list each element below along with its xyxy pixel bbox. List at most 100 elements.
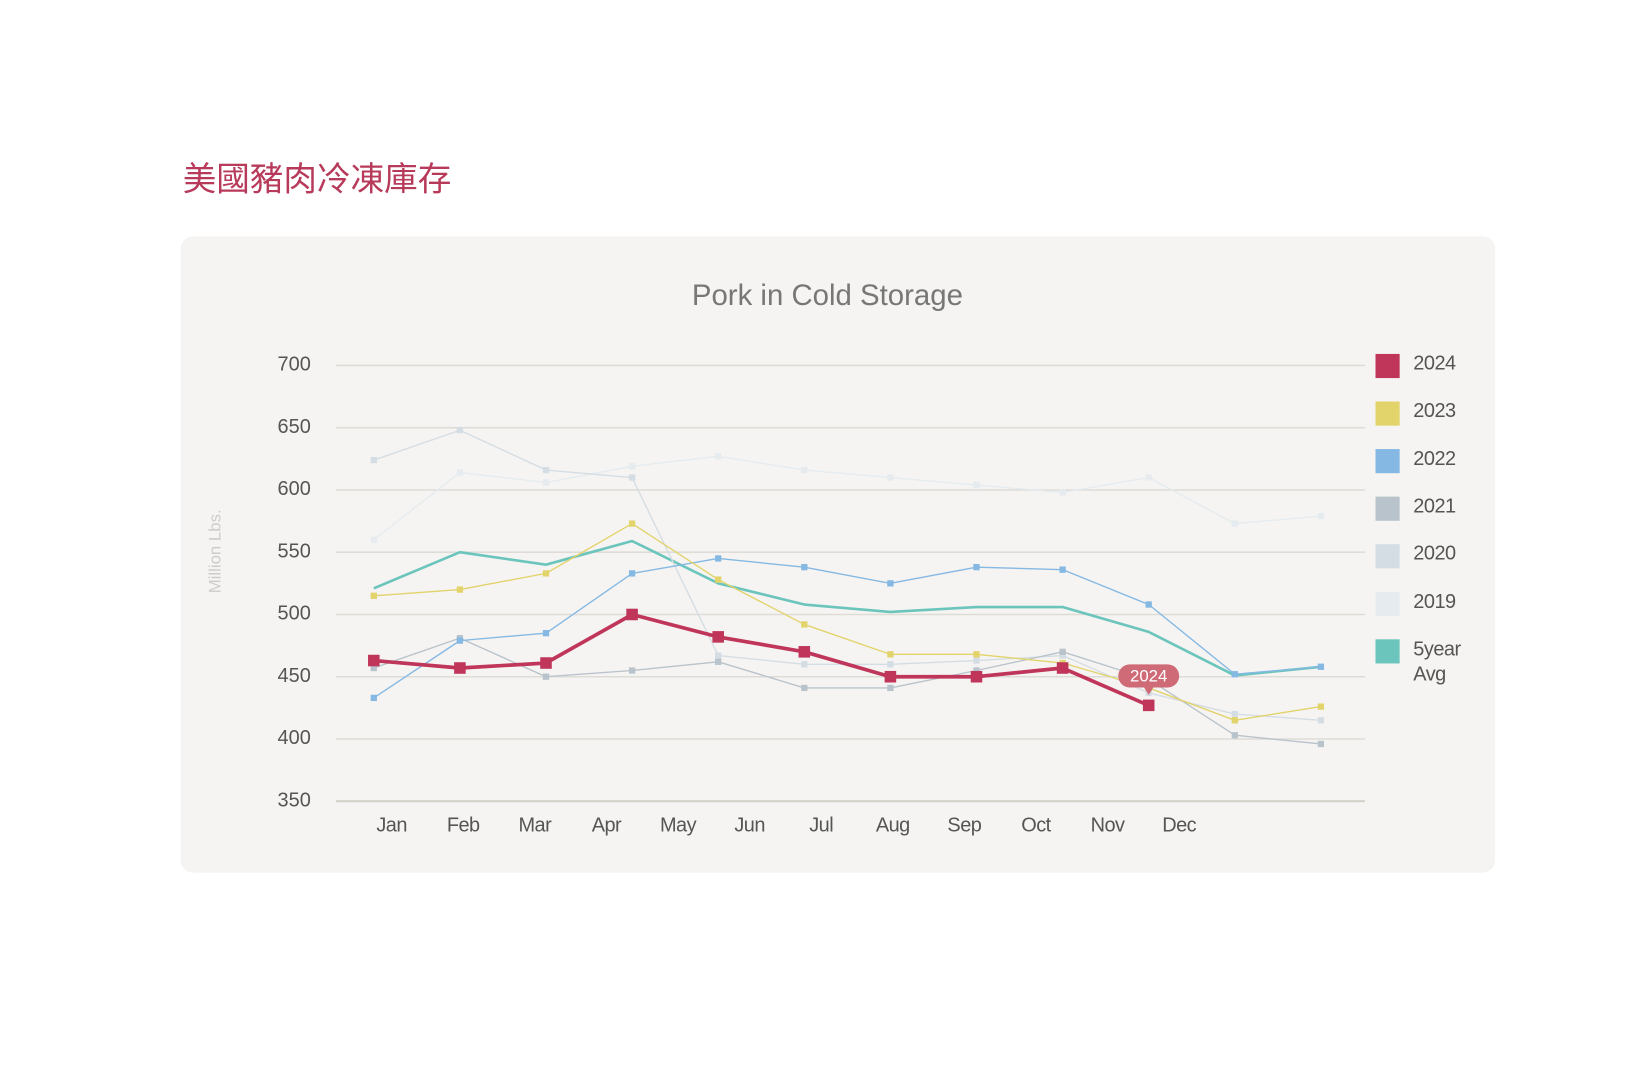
- point-marker: [801, 621, 808, 628]
- point-marker: [1317, 703, 1325, 710]
- point-marker: [370, 592, 377, 599]
- legend-label: 2019: [1413, 590, 1456, 613]
- legend-item: 2021: [1413, 495, 1456, 518]
- point-marker: [1059, 566, 1066, 573]
- x-tick-label: May: [660, 815, 697, 837]
- point-marker: [370, 694, 377, 702]
- point-marker: [1059, 648, 1066, 655]
- point-marker: [370, 664, 377, 672]
- legend-item: 2022: [1413, 448, 1456, 470]
- series-line: [373, 557, 1321, 699]
- point-marker: [1059, 652, 1066, 659]
- point-marker: [542, 466, 550, 474]
- legend-item: 5year Avg: [1413, 638, 1461, 685]
- series-line: [373, 637, 1321, 745]
- point-marker: [884, 670, 897, 683]
- point-marker: [542, 479, 550, 486]
- legend-swatch: [1375, 544, 1400, 569]
- y-tick-label: 350: [278, 789, 311, 811]
- point-marker: [628, 570, 636, 577]
- y-tick-label: 700: [278, 354, 311, 376]
- legend-label: 2024: [1413, 352, 1456, 375]
- legend-label: 2021: [1413, 495, 1456, 518]
- x-tick-label: Feb: [447, 815, 480, 837]
- point-marker: [1231, 710, 1238, 718]
- y-tick-label: 500: [278, 603, 311, 625]
- point-marker: [1231, 671, 1238, 678]
- point-marker: [715, 658, 722, 665]
- point-marker: [1231, 717, 1238, 724]
- point-marker: [715, 555, 722, 562]
- legend-swatch: [1375, 401, 1400, 426]
- point-marker: [801, 661, 808, 668]
- point-marker: [628, 667, 636, 674]
- point-marker: [628, 474, 636, 481]
- chart-title: Pork in Cold Storage: [692, 279, 963, 312]
- series-line: [373, 612, 1150, 708]
- point-marker: [1231, 732, 1238, 739]
- legend-swatch: [1375, 639, 1400, 664]
- panel: [180, 236, 1496, 873]
- point-marker: [1056, 662, 1069, 674]
- point-marker: [626, 608, 638, 621]
- point-marker: [973, 667, 980, 674]
- legend-item: 2024: [1413, 352, 1456, 375]
- legend-swatch: [1375, 591, 1400, 616]
- point-marker: [456, 469, 464, 476]
- point-marker: [1317, 740, 1325, 748]
- point-marker: [801, 684, 808, 692]
- y-tick-label: 600: [278, 478, 311, 500]
- point-marker: [887, 580, 894, 587]
- point-marker: [973, 481, 980, 489]
- point-marker: [1231, 520, 1238, 527]
- point-marker: [1145, 474, 1152, 481]
- point-marker: [801, 564, 808, 571]
- point-marker: [801, 466, 808, 474]
- series-line: [373, 539, 1322, 677]
- legend-label: 2023: [1413, 400, 1456, 423]
- point-marker: [973, 564, 980, 571]
- point-marker: [970, 670, 983, 683]
- series-line: [373, 522, 1322, 721]
- annotation-bubble: [1118, 664, 1180, 688]
- point-marker: [456, 637, 464, 644]
- x-tick-label: Oct: [1021, 815, 1051, 837]
- point-marker: [715, 652, 722, 659]
- point-marker: [542, 673, 550, 680]
- point-marker: [1142, 699, 1155, 712]
- point-marker: [712, 631, 724, 643]
- point-marker: [887, 661, 894, 668]
- page-title: 美國豬肉冷凍庫存: [183, 160, 452, 198]
- y-axis-label: Million Lbs.: [206, 509, 225, 593]
- point-marker: [973, 657, 980, 664]
- point-marker: [540, 657, 552, 669]
- annotation-pointer: [1143, 686, 1154, 695]
- point-marker: [887, 474, 894, 481]
- legend-swatch: [1375, 496, 1400, 521]
- point-marker: [456, 427, 464, 434]
- x-tick-label: Jun: [734, 815, 765, 837]
- x-tick-label: Nov: [1091, 815, 1125, 837]
- x-tick-label: Jul: [809, 815, 833, 837]
- point-marker: [542, 630, 550, 637]
- legend-item: 2023: [1413, 400, 1456, 423]
- point-marker: [1317, 512, 1325, 520]
- x-tick-label: Aug: [876, 815, 910, 837]
- point-marker: [628, 463, 636, 470]
- y-tick-label: 650: [278, 416, 311, 438]
- y-tick-label: 450: [278, 665, 311, 687]
- point-marker: [370, 456, 377, 464]
- legend-label: 2020: [1413, 543, 1456, 566]
- legend-swatch: [1375, 449, 1400, 474]
- point-marker: [887, 651, 894, 658]
- annotation-label: 2024: [1130, 666, 1167, 685]
- point-marker: [973, 651, 980, 658]
- point-marker: [370, 536, 377, 543]
- x-tick-label: Apr: [592, 815, 622, 837]
- point-marker: [715, 576, 722, 583]
- y-tick-label: 400: [278, 727, 311, 749]
- point-marker: [456, 586, 464, 593]
- point-marker: [1317, 717, 1325, 724]
- point-marker: [1317, 663, 1325, 670]
